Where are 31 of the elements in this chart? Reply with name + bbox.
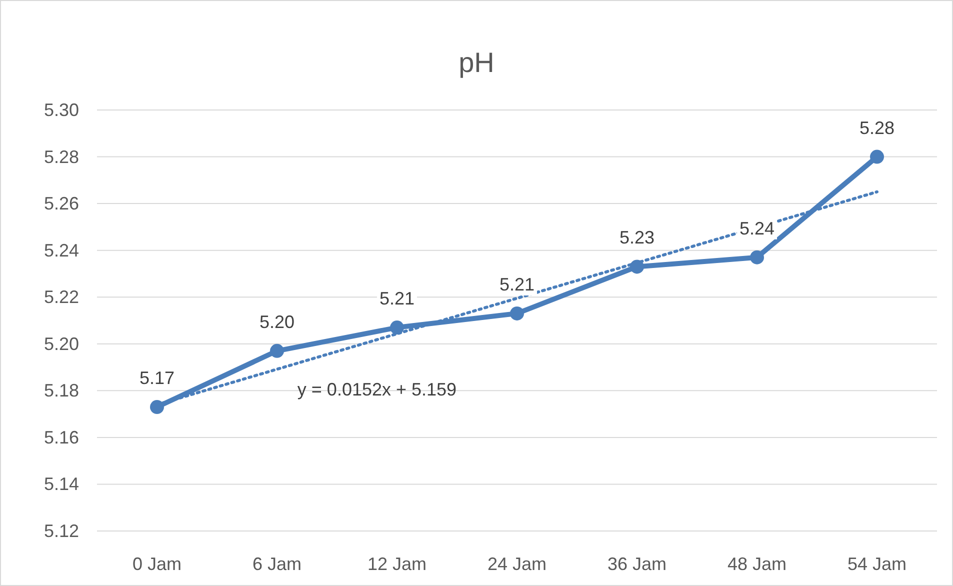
data-label: 5.20 — [259, 312, 295, 332]
chart-title: pH — [458, 47, 494, 78]
y-tick-label: 5.12 — [44, 521, 79, 541]
point — [750, 250, 764, 264]
x-tick-label: 48 Jam — [727, 554, 787, 574]
y-tick-label: 5.22 — [44, 287, 79, 308]
data-label: 5.28 — [859, 118, 895, 138]
y-tick-label: 5.24 — [44, 240, 79, 260]
data-label: 5.17 — [139, 368, 175, 388]
point — [270, 344, 284, 358]
point — [390, 320, 404, 335]
data-label: 5.21 — [499, 274, 535, 294]
x-tick-label: 6 Jam — [252, 554, 302, 574]
y-tick-label: 5.30 — [44, 100, 79, 120]
data-label: 5.23 — [619, 228, 655, 248]
x-tick-label: 54 Jam — [847, 554, 907, 574]
y-tick-label: 5.28 — [44, 146, 79, 167]
y-tick-label: 5.26 — [44, 194, 79, 214]
y-tick-label: 5.18 — [44, 380, 79, 401]
y-tick-label: 5.20 — [44, 334, 79, 354]
y-tick-label: 5.16 — [44, 427, 79, 448]
x-tick-label: 36 Jam — [607, 554, 667, 574]
point — [510, 306, 524, 320]
y-tick-label: 5.14 — [44, 474, 79, 494]
data-label: 5.24 — [739, 218, 775, 238]
x-tick-label: 12 Jam — [367, 554, 427, 574]
x-tick-label: 24 Jam — [487, 554, 547, 574]
data-label: 5.21 — [379, 288, 415, 309]
x-tick-label: 0 Jam — [132, 554, 182, 574]
point — [870, 150, 884, 164]
annotation: y = 0.0152x + 5.159 — [297, 380, 457, 400]
